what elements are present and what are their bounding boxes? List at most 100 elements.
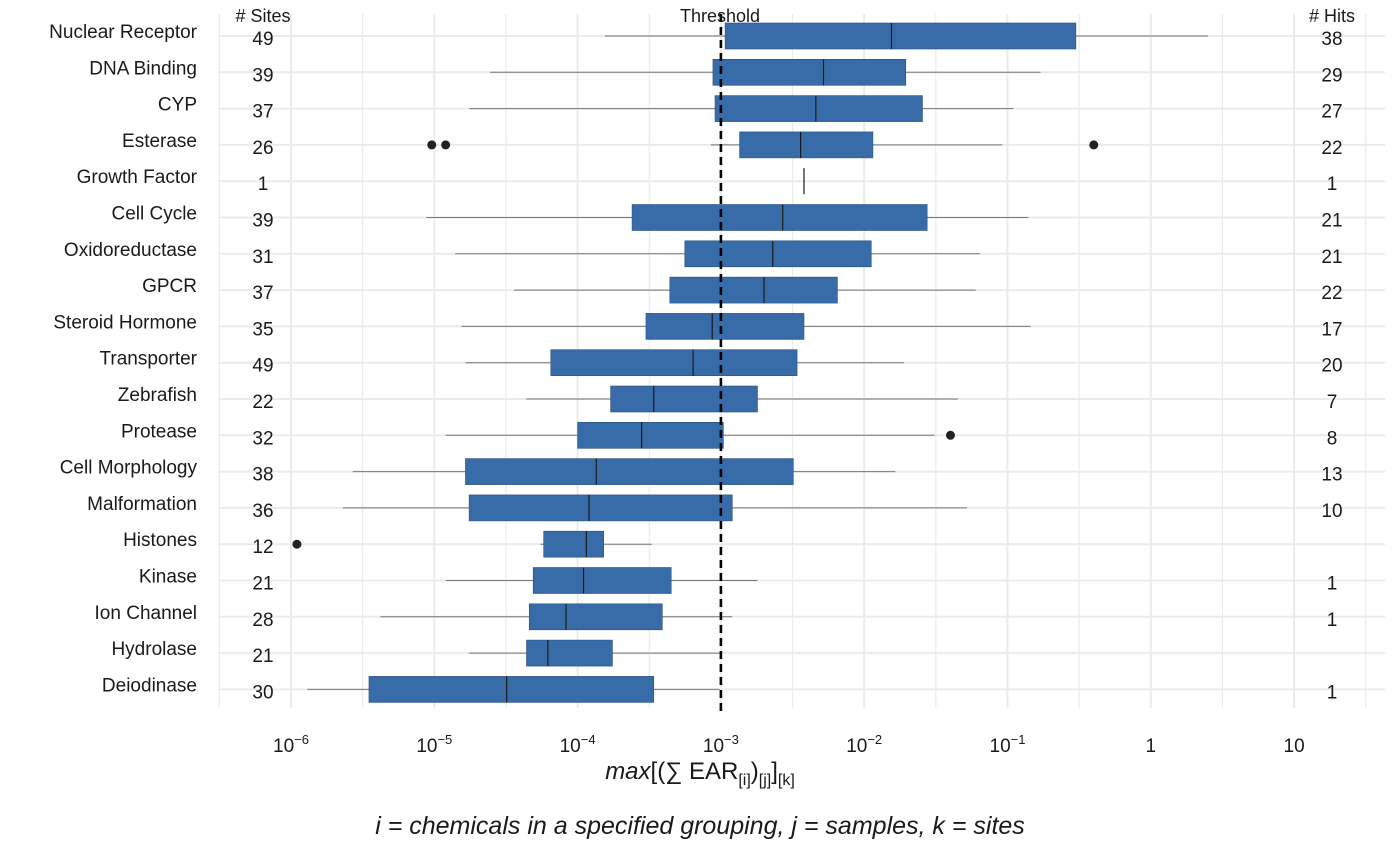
- hits-count: 22: [1321, 138, 1342, 159]
- category-label: Ion Channel: [95, 603, 197, 624]
- sites-count: 1: [258, 174, 269, 195]
- sites-count: 22: [252, 392, 273, 413]
- sites-count: 38: [252, 465, 273, 486]
- category-box: [426, 204, 1029, 231]
- category-box: [455, 240, 980, 268]
- category-label: Oxidoreductase: [64, 240, 197, 261]
- category-label: Kinase: [139, 567, 197, 588]
- category-label: Protease: [121, 421, 197, 442]
- x-axis-title-body: [(∑ EAR: [650, 758, 739, 785]
- category-box: [445, 567, 758, 594]
- iqr-box: [631, 204, 928, 231]
- category-label: CYP: [158, 95, 197, 116]
- hits-count: 21: [1321, 247, 1342, 268]
- hits-count: 1: [1327, 574, 1338, 595]
- sites-count: 37: [252, 283, 273, 304]
- hits-count: 17: [1321, 319, 1342, 340]
- iqr-box: [532, 567, 672, 594]
- sites-count: 49: [252, 29, 273, 50]
- x-axis-title-close: ]: [771, 758, 778, 785]
- category-label: DNA Binding: [89, 58, 197, 79]
- x-tick-label: 10−2: [846, 732, 882, 757]
- x-tick-label: 1: [1146, 736, 1157, 757]
- iqr-box: [712, 58, 907, 86]
- hits-count: 29: [1321, 65, 1342, 86]
- iqr-box: [543, 530, 604, 558]
- label-layer: # Sites # Hits Threshold Nuclear Recepto…: [49, 6, 1355, 757]
- sites-count: 49: [252, 356, 273, 377]
- sites-count: 39: [252, 65, 273, 86]
- x-axis-title-mid: ): [750, 758, 759, 785]
- category-label: Malformation: [87, 494, 197, 515]
- sites-count: 21: [252, 574, 273, 595]
- category-box: [380, 603, 733, 631]
- category-box: [469, 639, 720, 667]
- iqr-box: [468, 494, 733, 522]
- outlier-point: [441, 140, 451, 150]
- sites-count: 32: [252, 428, 273, 449]
- category-label: Steroid Hormone: [53, 312, 197, 333]
- category-label: GPCR: [142, 276, 197, 297]
- category-label: Hydrolase: [111, 639, 197, 660]
- category-label: Histones: [123, 530, 197, 551]
- sites-count: 31: [252, 247, 273, 268]
- category-box: [461, 313, 1031, 340]
- hits-count: 21: [1321, 211, 1342, 232]
- x-tick-label: 10−4: [560, 732, 596, 757]
- sites-count: 35: [252, 319, 273, 340]
- x-axis-title-sub-j: [j]: [758, 771, 772, 789]
- category-box: [514, 276, 976, 304]
- iqr-box: [724, 22, 1077, 50]
- hits-count: 1: [1327, 174, 1338, 195]
- outlier-point: [945, 430, 955, 440]
- threshold-label: Threshold: [680, 6, 760, 26]
- category-box: [427, 131, 1099, 159]
- category-label: Zebrafish: [118, 385, 197, 406]
- outlier-point: [292, 539, 302, 549]
- iqr-box: [526, 639, 613, 667]
- category-label: Esterase: [122, 131, 197, 152]
- x-tick-label: 10: [1284, 736, 1305, 757]
- sites-count: 28: [252, 610, 273, 631]
- sites-count: 26: [252, 138, 273, 159]
- iqr-box: [368, 676, 655, 703]
- category-box: [342, 494, 967, 522]
- hits-count: 13: [1321, 465, 1342, 486]
- category-box: [469, 95, 1014, 122]
- hits-count: 22: [1321, 283, 1342, 304]
- x-tick-label: 10−3: [703, 732, 739, 757]
- iqr-box: [610, 385, 758, 413]
- category-label: Cell Cycle: [111, 204, 197, 225]
- sites-count: 36: [252, 501, 273, 522]
- hits-count: 8: [1327, 428, 1338, 449]
- sites-count: 37: [252, 102, 273, 123]
- outlier-point: [427, 140, 437, 150]
- hits-count: 27: [1321, 102, 1342, 123]
- iqr-box: [645, 313, 805, 340]
- iqr-box: [528, 603, 663, 631]
- category-label: Growth Factor: [77, 167, 198, 188]
- category-box: [307, 676, 720, 703]
- x-axis-title: max[(∑ EAR[i])[j]][k]: [0, 758, 1400, 790]
- iqr-box: [465, 458, 794, 485]
- category-box: [445, 421, 955, 449]
- hits-count: 10: [1321, 501, 1342, 522]
- sites-count: 39: [252, 211, 273, 232]
- hits-header: # Hits: [1309, 6, 1355, 26]
- x-axis-title-sub-k: [k]: [777, 771, 795, 789]
- category-box: [526, 385, 958, 413]
- chart-caption: i = chemicals in a specified grouping, j…: [375, 812, 1025, 840]
- x-axis-title-prefix: max: [605, 758, 651, 785]
- hits-count: 20: [1321, 356, 1342, 377]
- sites-count: 12: [252, 537, 273, 558]
- category-label: Deiodinase: [102, 675, 197, 696]
- iqr-box: [550, 349, 798, 377]
- hits-count: 38: [1321, 29, 1342, 50]
- hits-count: 1: [1327, 610, 1338, 631]
- x-axis-title-sub-i: [i]: [738, 771, 751, 789]
- x-tick-label: 10−6: [273, 732, 309, 757]
- category-box: [490, 58, 1041, 86]
- sites-header: # Sites: [235, 6, 290, 26]
- category-label: Nuclear Receptor: [49, 22, 198, 43]
